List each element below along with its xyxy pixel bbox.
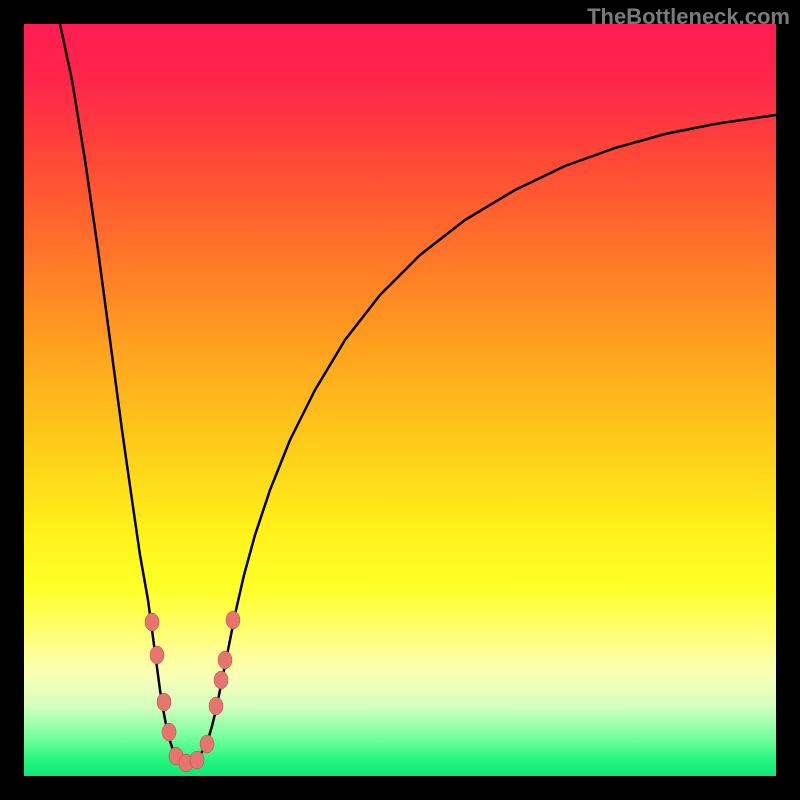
bottleneck-chart bbox=[0, 0, 800, 800]
data-marker bbox=[200, 735, 214, 753]
chart-container: TheBottleneck.com bbox=[0, 0, 800, 800]
data-marker bbox=[145, 613, 159, 631]
data-marker bbox=[150, 646, 164, 664]
data-marker bbox=[214, 671, 228, 689]
data-marker bbox=[218, 651, 232, 669]
data-marker bbox=[209, 697, 223, 715]
data-marker bbox=[190, 751, 204, 769]
data-marker bbox=[157, 693, 171, 711]
data-marker bbox=[226, 611, 240, 629]
data-marker bbox=[162, 723, 176, 741]
chart-background bbox=[24, 24, 776, 776]
